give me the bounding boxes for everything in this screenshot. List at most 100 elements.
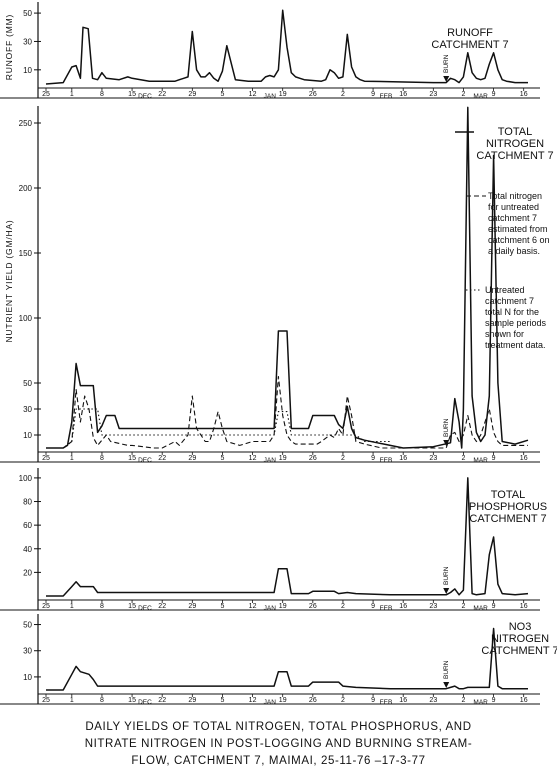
runoff-x-tick-label: 2	[461, 91, 465, 98]
runoff-x-tick-label: 15	[128, 91, 136, 98]
runoff-month-label: JAN	[264, 93, 277, 100]
total_nitrogen-x-tick-label: 19	[279, 455, 287, 462]
nitrate_nitrogen-x-tick-label: 22	[158, 697, 166, 704]
runoff-x-tick-label: 23	[429, 91, 437, 98]
nitrate_nitrogen-x-tick-label: 5	[220, 697, 224, 704]
nitrate_nitrogen-month-label: MAR	[473, 699, 488, 706]
runoff-x-tick-label: 26	[309, 91, 317, 98]
runoff-x-tick-label: 1	[70, 91, 74, 98]
nitrate_nitrogen-x-tick-label: 26	[309, 697, 317, 704]
legend-dotted-text: Untreated catchment 7 total N for the sampl…	[485, 285, 547, 350]
total_phosphorus-x-tick-label: 9	[492, 603, 496, 610]
runoff-x-tick-label: 16	[399, 91, 407, 98]
total_nitrogen-month-label: JAN	[264, 457, 277, 464]
burn-label: BURN	[443, 54, 450, 73]
nitrate_nitrogen-x-tick-label: 1	[70, 697, 74, 704]
runoff-x-tick-label: 25	[42, 91, 50, 98]
nitrate_nitrogen-x-tick-label: 23	[429, 697, 437, 704]
total_nitrogen-x-tick-label: 8	[100, 455, 104, 462]
total_nitrogen-x-tick-label: 12	[249, 455, 257, 462]
runoff-x-tick-label: 5	[220, 91, 224, 98]
total_phosphorus-x-tick-label: 1	[70, 603, 74, 610]
total_nitrogen-x-tick-label: 23	[429, 455, 437, 462]
total_phosphorus-series-1	[46, 477, 529, 597]
total_nitrogen-series-2	[46, 375, 528, 449]
total_nitrogen-y-tick-label: 200	[19, 184, 33, 193]
total_phosphorus-x-tick-label: 22	[158, 603, 166, 610]
burn-arrow-icon	[443, 76, 450, 82]
total_phosphorus-x-tick-label: 26	[309, 603, 317, 610]
nitrate_nitrogen-x-tick-label: 15	[128, 697, 136, 704]
nitrate_nitrogen-y-tick-label: 10	[23, 673, 32, 682]
total_phosphorus-x-tick-label: 16	[399, 603, 407, 610]
legend-dashed-text: Total nitrogen for untreated catchment 7 es…	[488, 191, 550, 256]
runoff-x-tick-label: 16	[520, 91, 528, 98]
total_nitrogen-x-tick-label: 16	[399, 455, 407, 462]
total_nitrogen-title: TOTAL NITROGEN CATCHMENT 7	[476, 126, 553, 162]
runoff-x-tick-label: 22	[158, 91, 166, 98]
burn-arrow-icon	[443, 682, 450, 688]
total_nitrogen-month-label: MAR	[473, 457, 488, 464]
total_nitrogen-burn-marker: BURN	[443, 418, 450, 446]
total_phosphorus-x-tick-label: 9	[371, 603, 375, 610]
runoff-month-label: MAR	[473, 93, 488, 100]
total_phosphorus-month-label: FEB	[380, 605, 393, 612]
total_nitrogen-x-tick-label: 5	[220, 455, 224, 462]
total_nitrogen-x-tick-label: 2	[341, 455, 345, 462]
runoff-title: RUNOFF CATCHMENT 7	[431, 27, 508, 51]
total_nitrogen-x-tick-label: 16	[520, 455, 528, 462]
total_nitrogen-series-1	[46, 106, 529, 449]
total_nitrogen-x-tick-label: 9	[492, 455, 496, 462]
total_nitrogen-y-tick-label: 100	[19, 314, 33, 323]
runoff-y-tick-label: 30	[23, 37, 32, 46]
nitrate_nitrogen-x-tick-label: 16	[520, 697, 528, 704]
nitrate_nitrogen-x-tick-label: 29	[188, 697, 196, 704]
burn-label: BURN	[443, 566, 450, 585]
total_phosphorus-month-label: MAR	[473, 605, 488, 612]
runoff-month-label: DEC	[138, 93, 152, 100]
runoff-x-tick-label: 8	[100, 91, 104, 98]
nitrate_nitrogen-x-tick-label: 2	[341, 697, 345, 704]
legend: Total nitrogen for untreated catchment 7 es…	[455, 131, 550, 350]
caption-line-1: DAILY YIELDS OF TOTAL NITROGEN, TOTAL PH…	[85, 721, 472, 733]
runoff-x-tick-label: 29	[188, 91, 196, 98]
total_phosphorus-x-tick-label: 15	[128, 603, 136, 610]
runoff-y-tick-label: 10	[23, 66, 32, 75]
total_nitrogen-x-tick-label: 15	[128, 455, 136, 462]
total_nitrogen-x-tick-label: 26	[309, 455, 317, 462]
total_nitrogen-y-tick-label: 150	[19, 249, 33, 258]
nitrate_nitrogen-x-tick-label: 25	[42, 697, 50, 704]
total_phosphorus-x-tick-label: 19	[279, 603, 287, 610]
nitrate_nitrogen-title: NO3 NITROGEN CATCHMENT 7	[481, 621, 557, 657]
total_phosphorus-title: TOTAL PHOSPHORUS CATCHMENT 7	[469, 489, 547, 525]
nitrate_nitrogen-burn-marker: BURN	[443, 660, 450, 688]
total_phosphorus-x-tick-label: 5	[220, 603, 224, 610]
nitrate_nitrogen-x-tick-label: 9	[492, 697, 496, 704]
total_nitrogen-y-label: NUTRIENT YIELD (GM/HA)	[4, 219, 14, 342]
total_phosphorus-x-tick-label: 29	[188, 603, 196, 610]
nitrate_nitrogen-month-label: DEC	[138, 699, 152, 706]
total_phosphorus-y-tick-label: 60	[23, 521, 32, 530]
total_nitrogen-x-tick-label: 2	[461, 455, 465, 462]
total_phosphorus-y-tick-label: 100	[19, 474, 33, 483]
total_phosphorus-y-tick-label: 20	[23, 568, 32, 577]
runoff-burn-marker: BURN	[443, 54, 450, 82]
total_nitrogen-x-tick-label: 29	[188, 455, 196, 462]
caption-line-2: NITRATE NITROGEN IN POST-LOGGING AND BUR…	[84, 738, 473, 750]
total_phosphorus-x-tick-label: 8	[100, 603, 104, 610]
nitrate_nitrogen-month-label: FEB	[380, 699, 393, 706]
nitrate_nitrogen-x-tick-label: 16	[399, 697, 407, 704]
total_nitrogen-chart: 10 30 50 100 150 200 250 NUTRIENT YIELD (GM/HA)…	[0, 106, 554, 464]
total_nitrogen-x-tick-label: 1	[70, 455, 74, 462]
nitrate_nitrogen-x-tick-label: 19	[279, 697, 287, 704]
total_nitrogen-month-label: DEC	[138, 457, 152, 464]
runoff-x-tick-label: 12	[249, 91, 257, 98]
runoff-x-tick-label: 19	[279, 91, 287, 98]
burn-label: BURN	[443, 418, 450, 437]
total_phosphorus-y-tick-label: 80	[23, 498, 32, 507]
runoff-series-1	[45, 9, 528, 85]
total_nitrogen-y-tick-label: 50	[23, 379, 32, 388]
total_phosphorus-x-tick-label: 2	[341, 603, 345, 610]
